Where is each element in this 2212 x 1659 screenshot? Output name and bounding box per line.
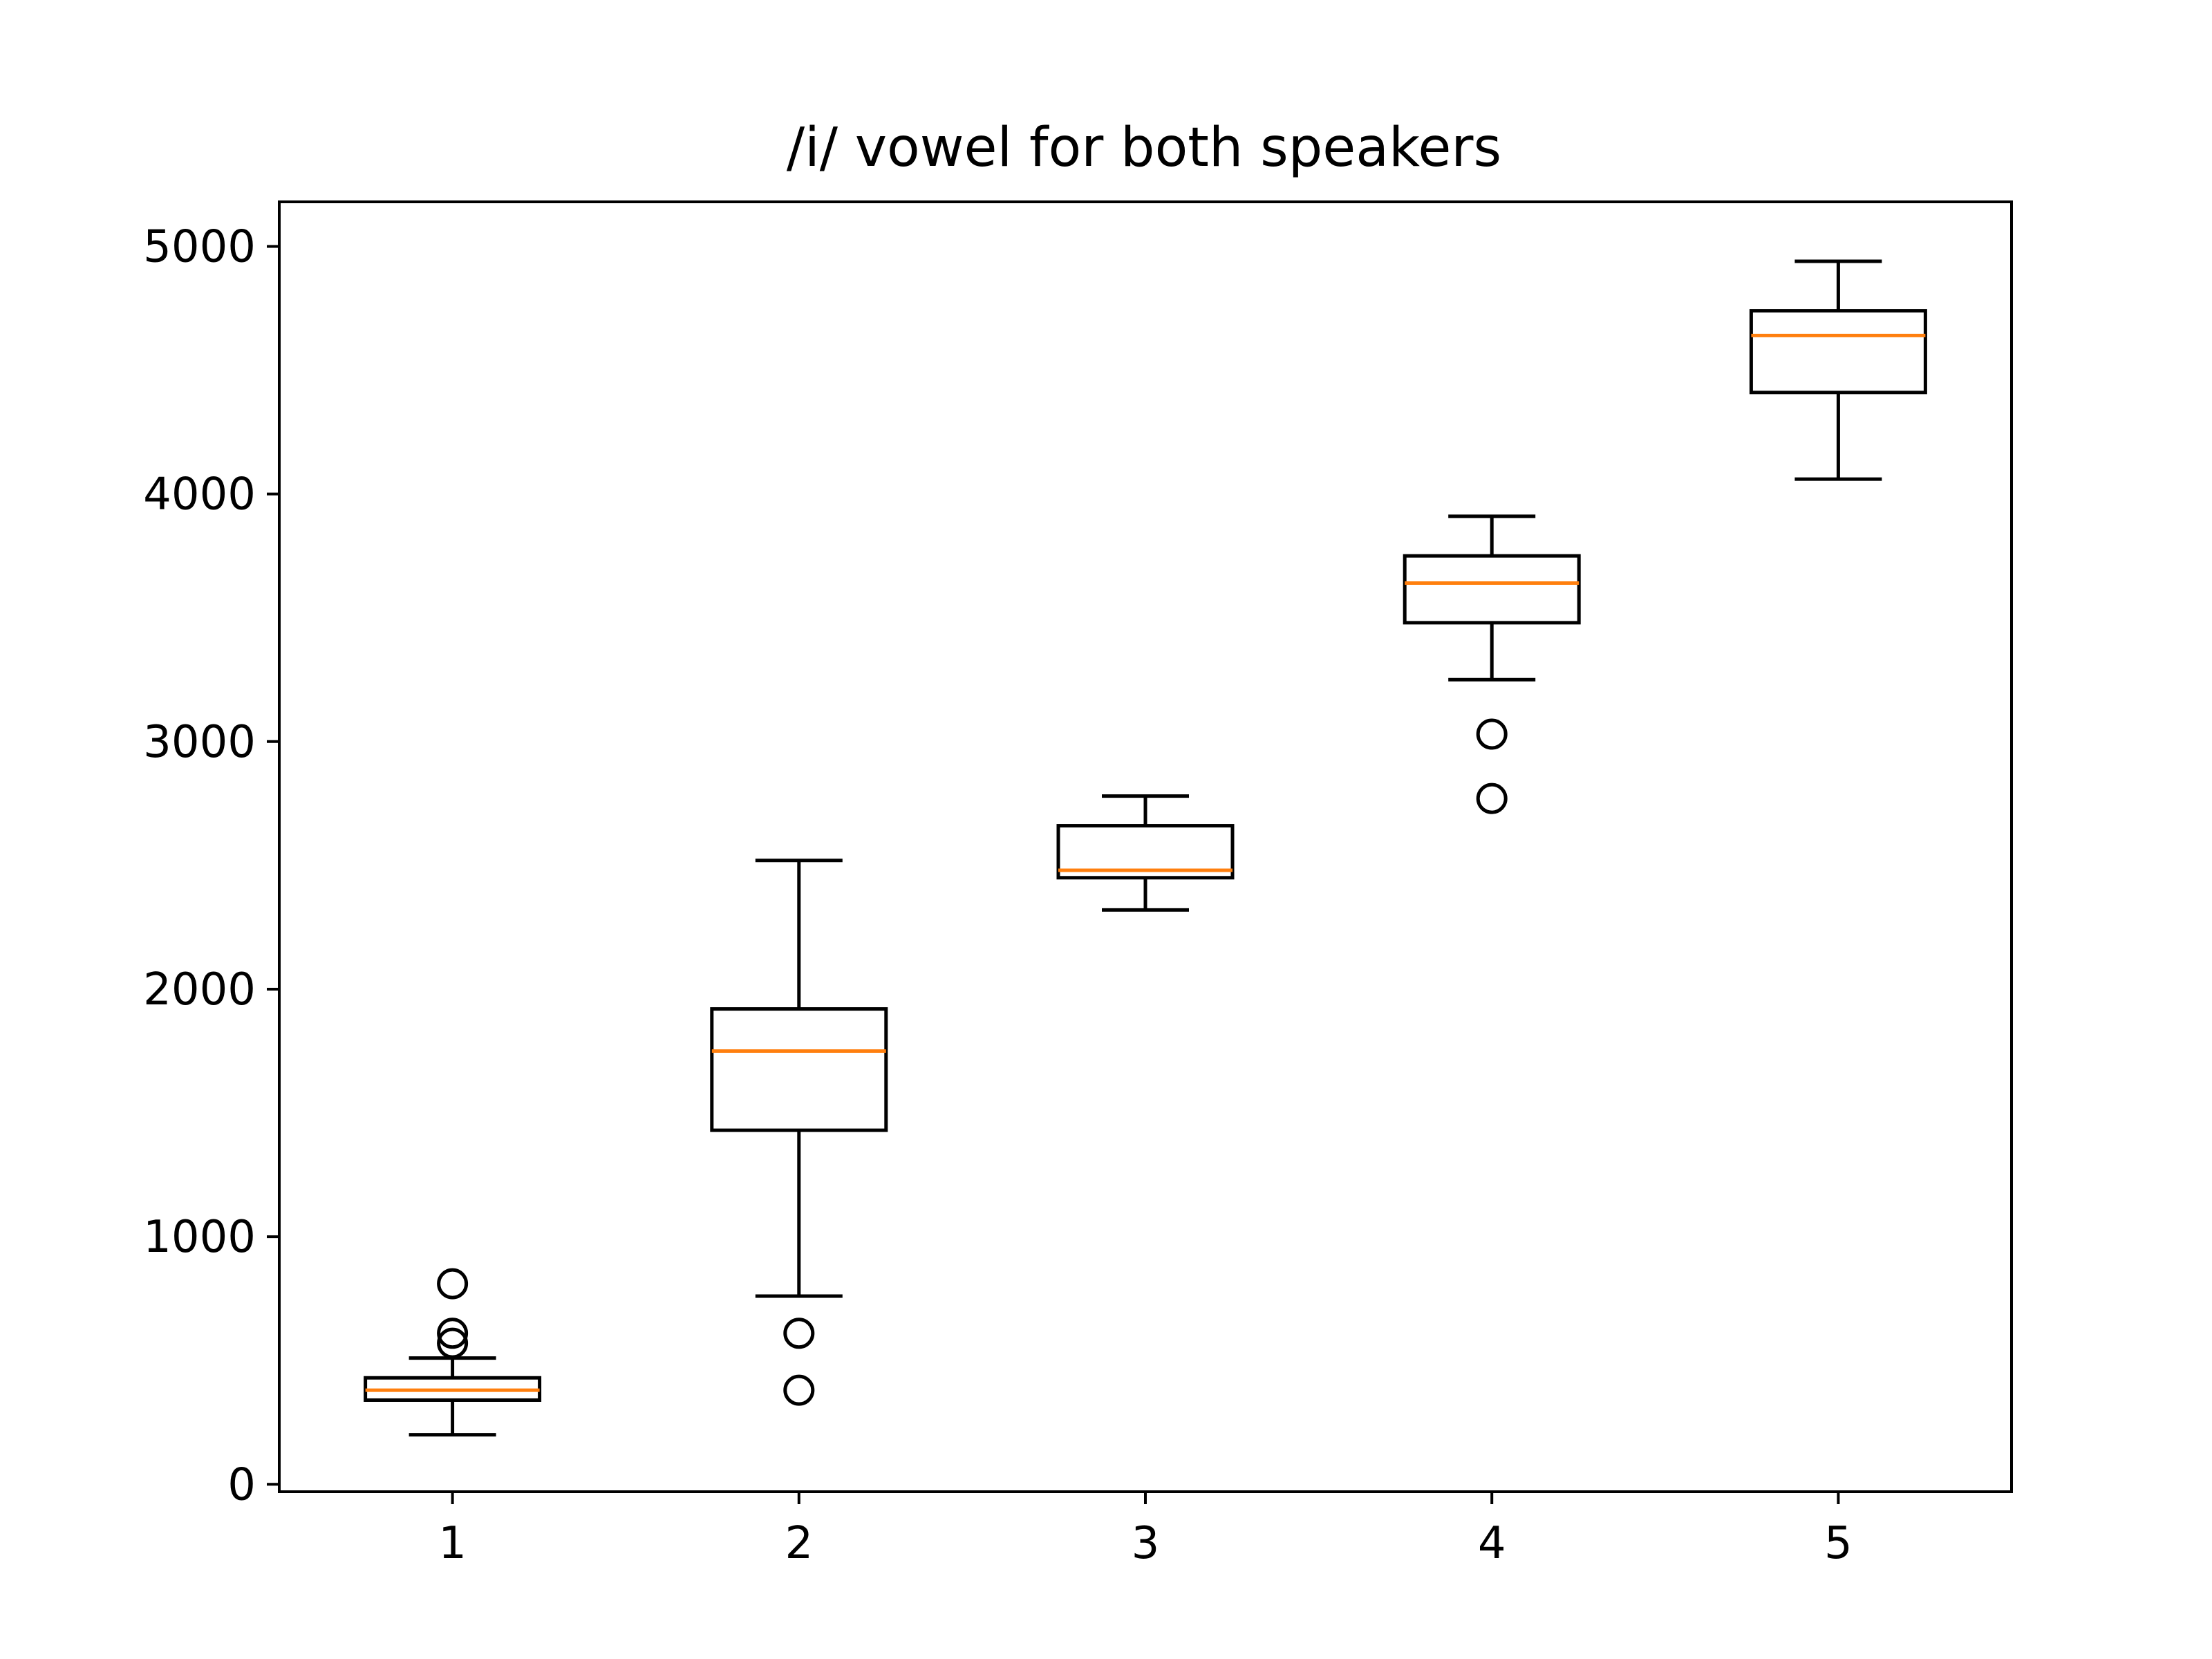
outlier-point: [1476, 718, 1508, 750]
x-tick-label: 1: [438, 1518, 467, 1569]
x-tick-label: 3: [1132, 1518, 1160, 1569]
outlier-point: [783, 1374, 815, 1406]
chart-title: /i/ vowel for both speakers: [787, 117, 1501, 179]
box-iqr: [1749, 309, 1927, 395]
box-iqr: [710, 1007, 888, 1132]
y-tick-label: 0: [227, 1459, 256, 1510]
y-tick-label: 2000: [143, 964, 256, 1015]
x-tick-label: 4: [1478, 1518, 1506, 1569]
y-tick-label: 4000: [143, 469, 256, 521]
y-tick-label: 5000: [143, 221, 256, 272]
outlier-point: [437, 1318, 469, 1349]
y-tick-label: 3000: [143, 717, 256, 768]
x-tick-label: 5: [1824, 1518, 1853, 1569]
outlier-point: [1476, 782, 1508, 814]
box-iqr: [1403, 554, 1581, 625]
outlier-point: [437, 1268, 469, 1300]
plot-area: 0 1000 2000 3000 4000 5000 1 2 3 4 5: [143, 200, 2013, 1569]
outlier-point: [437, 1327, 469, 1359]
y-tick-label: 1000: [143, 1212, 256, 1263]
x-tick-label: 2: [785, 1518, 813, 1569]
box-iqr: [1056, 824, 1235, 880]
outlier-point: [783, 1318, 815, 1349]
